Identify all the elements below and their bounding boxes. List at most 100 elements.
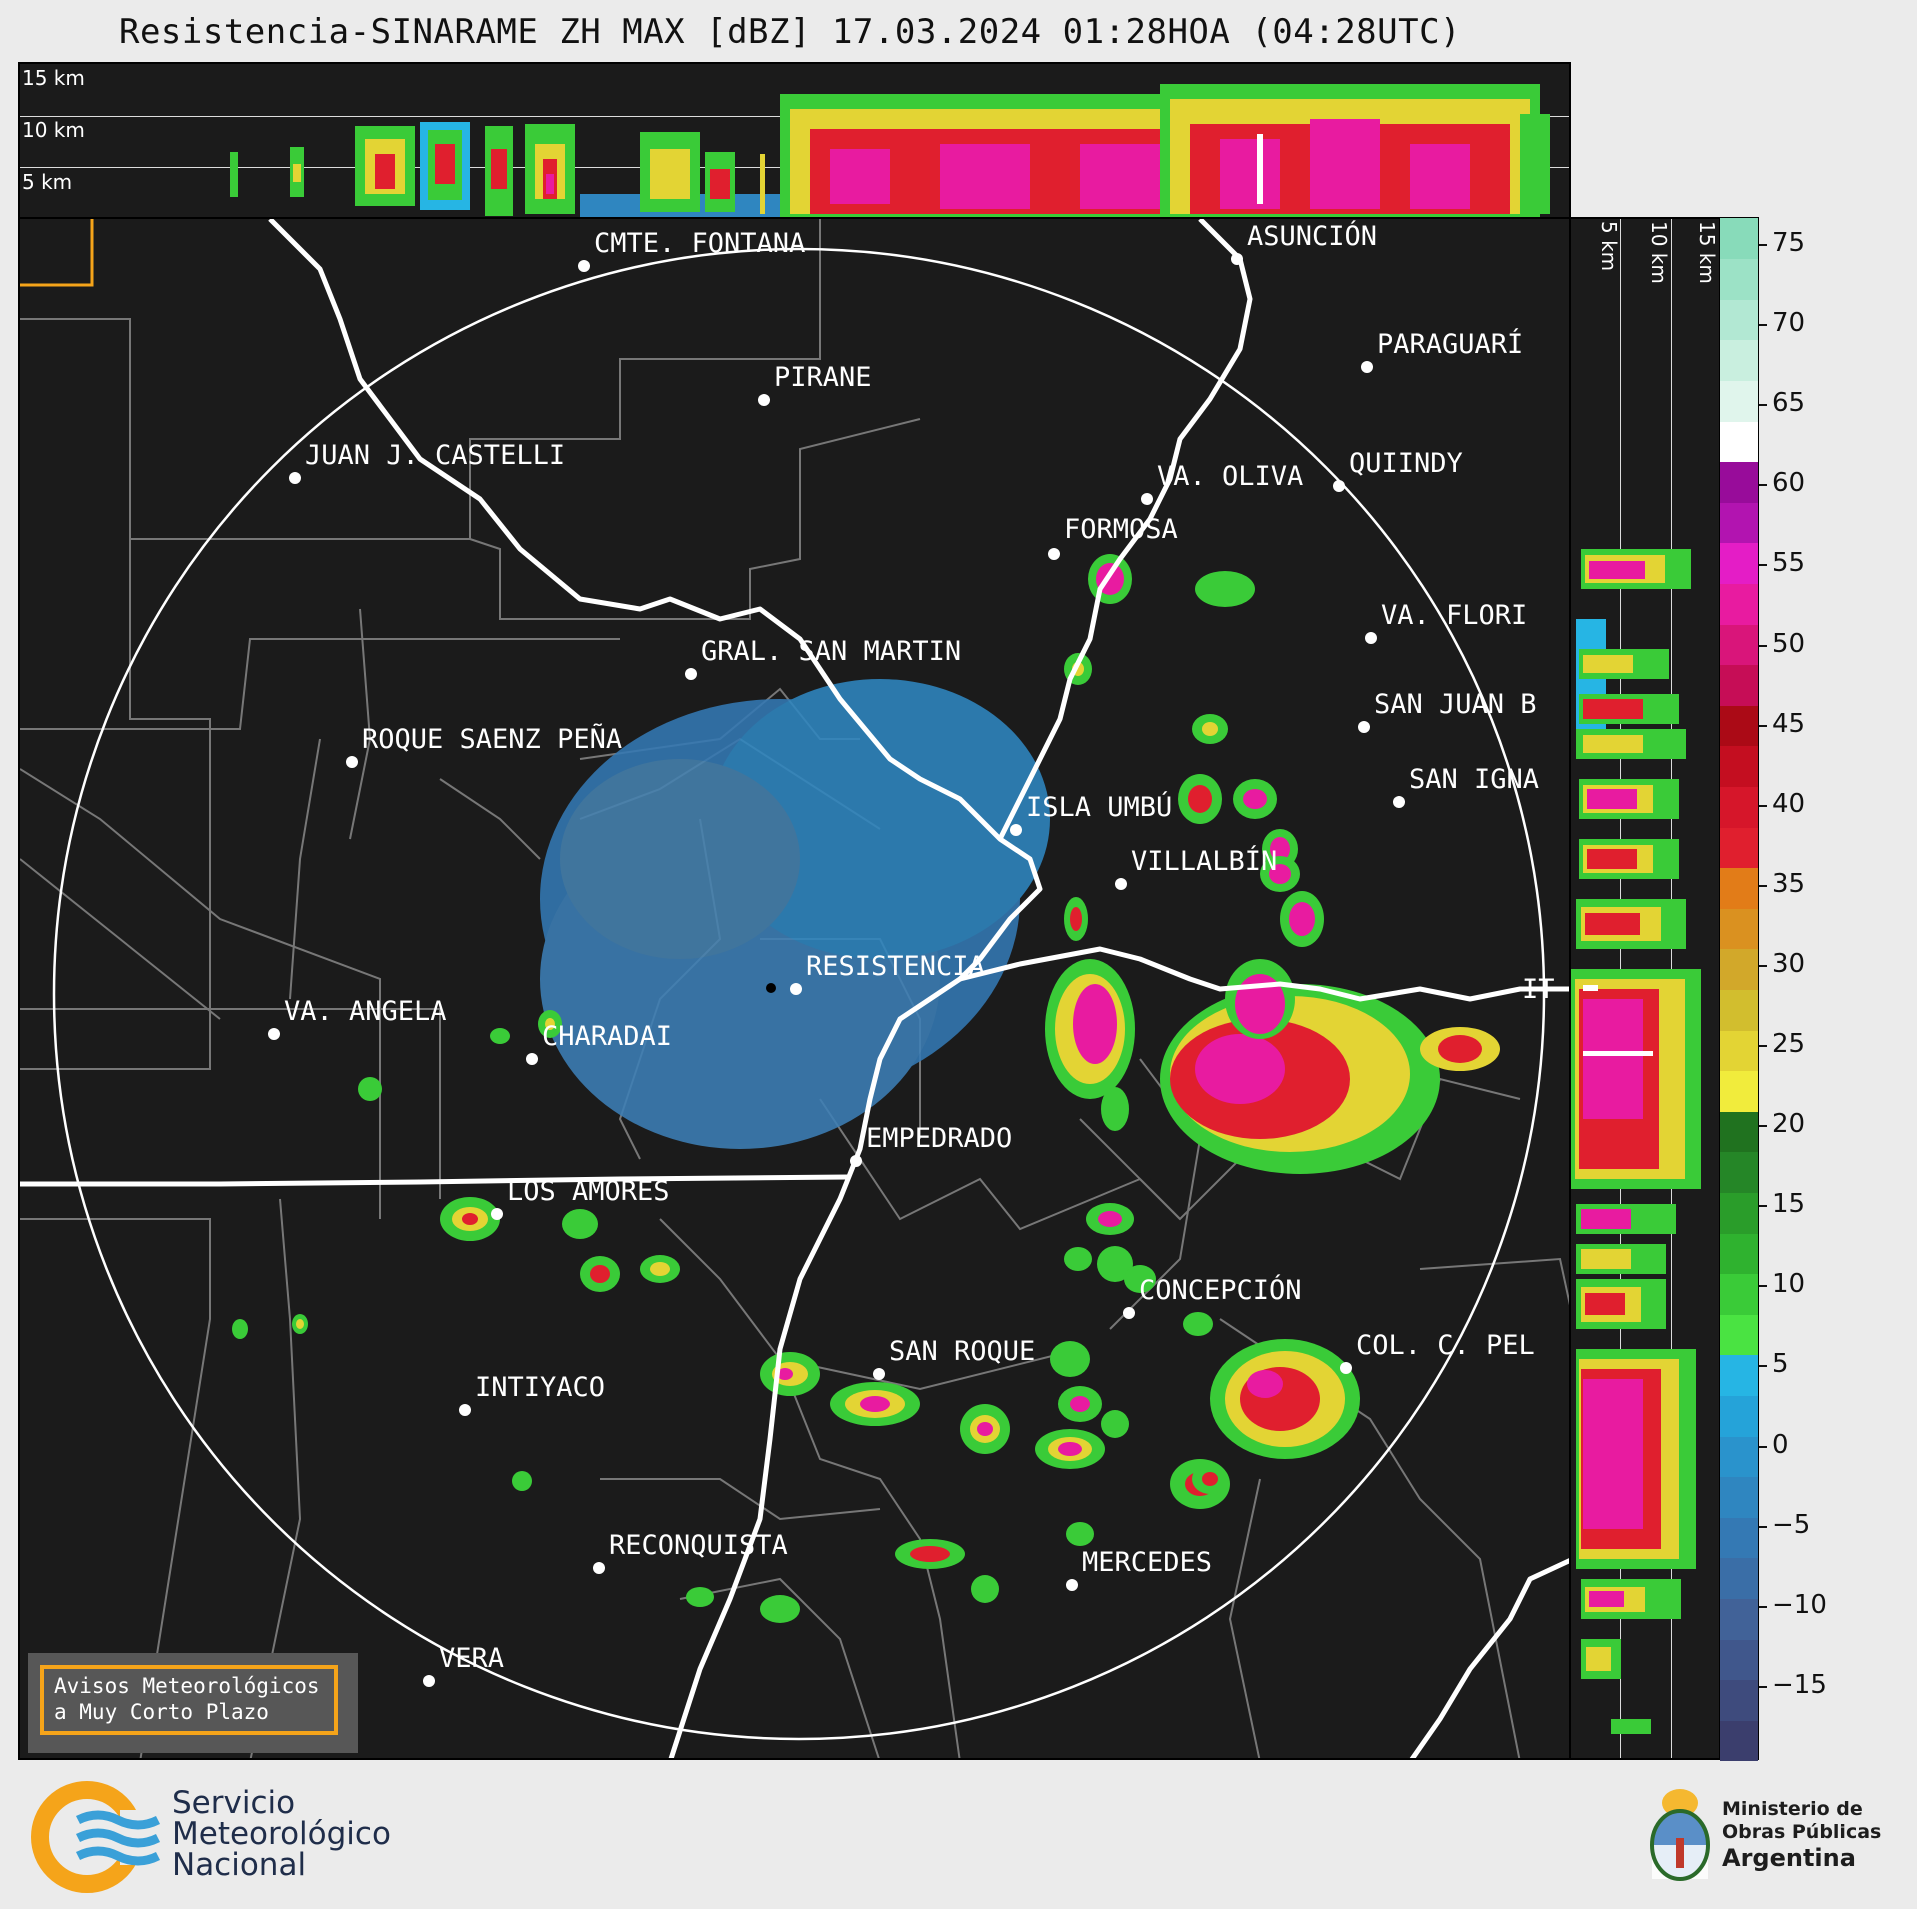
top-profile-echoes <box>230 84 1550 217</box>
colorbar-tick-label: 55 <box>1772 548 1806 579</box>
colorbar-segment <box>1720 1111 1758 1153</box>
colorbar-segment <box>1720 1151 1758 1193</box>
colorbar-tick-label: 35 <box>1772 868 1806 899</box>
colorbar-segment <box>1720 1395 1758 1437</box>
city-label: SAN JUAN B <box>1374 689 1537 720</box>
colorbar-tick-label: 25 <box>1772 1029 1806 1059</box>
city-label: RESISTENCIA <box>806 951 985 982</box>
radar-echo-weak <box>540 679 1050 1149</box>
colorbar-segment <box>1720 745 1758 787</box>
colorbar-segment <box>1720 339 1758 381</box>
city-marker <box>1365 632 1377 644</box>
colorbar <box>1719 217 1759 1762</box>
city-marker <box>873 1368 885 1380</box>
colorbar-tick-mark <box>1759 324 1767 327</box>
city-label: VILLALBÍN <box>1131 846 1278 877</box>
colorbar-tick-mark <box>1759 484 1767 487</box>
colorbar-tick-label: 45 <box>1772 708 1806 739</box>
side-height-label-15km: 15 km <box>1695 221 1719 284</box>
city-marker <box>526 1053 538 1065</box>
city-label: JUAN J. CASTELLI <box>305 440 566 471</box>
city-label: PIRANE <box>774 362 872 393</box>
colorbar-segment <box>1720 1679 1758 1721</box>
avisos-box[interactable]: Avisos Meteorológicos a Muy Corto Plazo <box>28 1653 358 1753</box>
city-marker <box>685 668 697 680</box>
colorbar-tick-label: −5 <box>1772 1509 1811 1540</box>
city-label: SAN ROQUE <box>889 1336 1036 1367</box>
borders-rivers <box>20 219 1569 1758</box>
ministerio-line1: Ministerio de <box>1722 1798 1863 1820</box>
colorbar-tick-label: 5 <box>1772 1349 1789 1380</box>
colorbar-tick-mark <box>1759 884 1767 887</box>
city-label: VERA <box>439 1643 505 1674</box>
smn-line1: Servicio <box>172 1785 296 1821</box>
city-marker <box>1231 253 1243 265</box>
city-label: CHARADAI <box>542 1021 673 1052</box>
city-label: ROQUE SAENZ PEÑA <box>362 724 623 755</box>
colorbar-segment <box>1720 1192 1758 1234</box>
colorbar-tick-label: 75 <box>1772 228 1806 258</box>
city-label: GRAL. SAN MARTIN <box>701 636 962 667</box>
colorbar-segment <box>1720 421 1758 463</box>
city-marker <box>1333 480 1345 492</box>
side-profile-echoes <box>1571 549 1701 1734</box>
city-marker <box>1141 493 1153 505</box>
colorbar-segment <box>1720 1598 1758 1640</box>
city-label: SAN IGNA <box>1409 764 1540 795</box>
colorbar-segment <box>1720 1273 1758 1315</box>
chart-title: Resistencia-SINARAME ZH MAX [dBZ] 17.03.… <box>118 12 1462 52</box>
colorbar-segment <box>1720 908 1758 950</box>
radar-site-marker <box>766 983 776 993</box>
colorbar-tick-mark <box>1759 1045 1767 1047</box>
side-height-profile-panel: 5 km 10 km 15 km <box>1569 217 1721 1760</box>
colorbar-tick-mark <box>1759 244 1767 246</box>
city-label: QUIINDY <box>1349 448 1463 479</box>
city-marker <box>423 1675 435 1687</box>
city-label: COL. C. PEL <box>1356 1330 1535 1361</box>
colorbar-tick-mark <box>1759 644 1767 647</box>
city-marker <box>578 260 590 272</box>
top-height-profile-panel: 15 km 10 km 5 km <box>18 62 1571 219</box>
colorbar-segment <box>1720 583 1758 625</box>
avisos-line1: Avisos Meteorológicos <box>54 1674 320 1698</box>
colorbar-segment <box>1720 1720 1758 1762</box>
colorbar-segment <box>1720 1557 1758 1600</box>
colorbar-tick-mark <box>1759 1125 1767 1128</box>
colorbar-segment <box>1720 1354 1758 1397</box>
city-marker <box>1358 721 1370 733</box>
city-label: VA. FLORI <box>1381 600 1528 631</box>
colorbar-segment <box>1720 1070 1758 1112</box>
colorbar-segment <box>1720 380 1758 422</box>
colorbar-segment <box>1720 502 1758 544</box>
radar-map: CMTE. FONTANA ASUNCIÓN PARAGUARÍ PIRANE JUAN… <box>18 217 1571 1760</box>
colorbar-tick-mark <box>1759 1205 1767 1208</box>
colorbar-tick-mark <box>1759 1445 1767 1448</box>
colorbar-tick-label: 70 <box>1772 308 1806 339</box>
city-label: RECONQUISTA <box>609 1530 788 1561</box>
colorbar-tick-label: 20 <box>1772 1109 1806 1140</box>
city-label: CONCEPCIÓN <box>1139 1275 1302 1306</box>
colorbar-segment <box>1720 299 1758 341</box>
colorbar-segment <box>1720 867 1758 909</box>
colorbar-tick-mark <box>1759 724 1767 727</box>
colorbar-tick-mark <box>1759 1605 1767 1608</box>
colorbar-tick-label: 30 <box>1772 948 1806 979</box>
range-ring <box>52 247 1546 1741</box>
colorbar-tick-mark <box>1759 404 1767 407</box>
city-label: PARAGUARÍ <box>1377 329 1524 360</box>
colorbar-tick-mark <box>1759 1525 1767 1528</box>
radar-echo-cells <box>232 554 1500 1623</box>
city-marker <box>289 472 301 484</box>
colorbar-tick-label: 0 <box>1772 1429 1789 1460</box>
city-marker <box>459 1404 471 1416</box>
colorbar-segment <box>1720 989 1758 1031</box>
colorbar-segment <box>1720 827 1758 869</box>
city-marker <box>1048 548 1060 560</box>
height-label-10km: 10 km <box>22 118 85 142</box>
colorbar-segment <box>1720 1314 1758 1356</box>
city-marker <box>1393 796 1405 808</box>
colorbar-segment <box>1720 258 1758 300</box>
colorbar-segment <box>1720 542 1758 584</box>
city-label: ISLA UMBÚ <box>1026 792 1173 823</box>
colorbar-tick-mark <box>1759 964 1767 967</box>
